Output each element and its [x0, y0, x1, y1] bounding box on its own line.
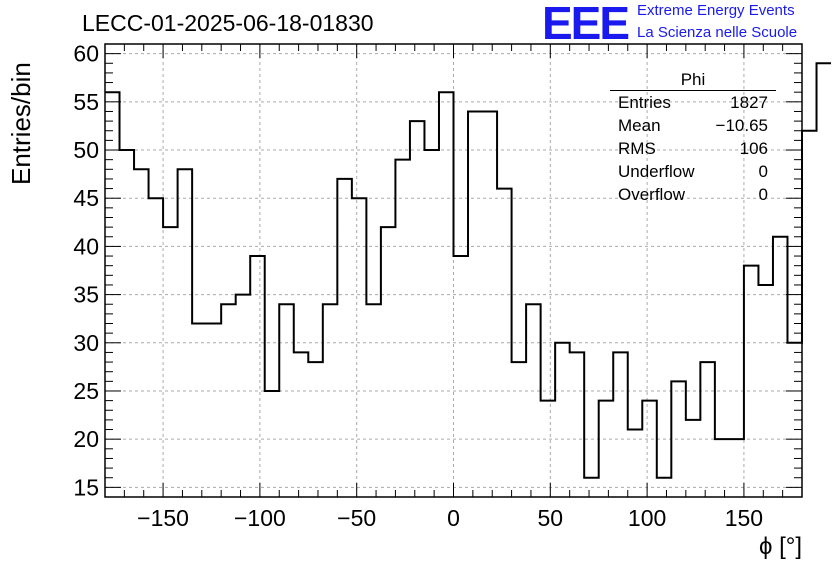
stats-row-entries: Entries 1827 [610, 91, 776, 114]
logo-subtitle-line1: Extreme Energy Events [637, 2, 795, 19]
histogram-bin [541, 401, 556, 497]
histogram-bin [468, 111, 483, 497]
histogram-bin [120, 150, 135, 497]
chart-title: LECC-01-2025-06-18-01830 [82, 10, 374, 36]
histogram-bin [570, 352, 585, 497]
y-tick-label: 15 [73, 474, 99, 500]
y-tick-label: 35 [73, 282, 99, 308]
histogram-bin [454, 256, 469, 497]
histogram-bin [802, 131, 817, 497]
stats-label: Mean [618, 116, 661, 135]
stats-box: Phi Entries 1827 Mean −10.65 RMS 106 Und… [610, 70, 776, 206]
stats-value: 0 [758, 185, 768, 204]
histogram-bin [686, 420, 701, 497]
stats-label: Overflow [618, 185, 686, 204]
histogram-bin [700, 362, 715, 497]
histogram-bin [424, 150, 439, 497]
x-tick-label: −50 [337, 505, 376, 531]
histogram-bin [134, 169, 149, 497]
y-tick-label: 30 [73, 330, 99, 356]
x-tick-label: 0 [447, 505, 460, 531]
stats-label: Underflow [618, 162, 695, 181]
stats-row-underflow: Underflow 0 [610, 160, 776, 183]
histogram-bin [366, 304, 381, 497]
x-axis-label: ϕ [°] [758, 533, 802, 560]
histogram-bin [207, 324, 222, 497]
stats-value: 1827 [730, 93, 768, 112]
stats-row-overflow: Overflow 0 [610, 183, 776, 206]
histogram-bin [773, 237, 788, 497]
histogram-bin [323, 304, 338, 497]
histogram-bin [613, 352, 628, 497]
histogram-bin [555, 343, 570, 497]
histogram-bin [410, 121, 425, 497]
histogram-bin [221, 304, 236, 497]
y-tick-label: 40 [73, 233, 99, 259]
stats-label: RMS [618, 139, 656, 158]
y-tick-label: 55 [73, 89, 99, 115]
histogram-bin [279, 304, 294, 497]
histogram-bin [149, 198, 164, 497]
histogram-bin [192, 324, 207, 497]
histogram-bin [526, 304, 541, 497]
stats-value: 0 [758, 162, 768, 181]
histogram-bin [337, 179, 352, 497]
x-tick-label: 150 [725, 505, 763, 531]
histogram-bin [265, 391, 280, 497]
x-tick-label: −150 [137, 505, 189, 531]
x-tick-label: −100 [234, 505, 286, 531]
y-tick-label: 50 [73, 137, 99, 163]
x-tick-label: 100 [628, 505, 666, 531]
y-tick-label: 60 [73, 41, 99, 67]
histogram-bin [250, 256, 265, 497]
histogram-bin [163, 227, 178, 497]
histogram-bin [715, 439, 730, 497]
y-tick-label: 25 [73, 378, 99, 404]
eee-logo: EEE [542, 0, 630, 49]
histogram-bin [642, 401, 657, 497]
stats-label: Entries [618, 93, 671, 112]
stats-row-rms: RMS 106 [610, 137, 776, 160]
logo-subtitle-line2: La Scienza nelle Scuole [637, 24, 798, 41]
y-tick-label: 20 [73, 426, 99, 452]
x-tick-label: 50 [538, 505, 564, 531]
histogram-bin [294, 352, 309, 497]
histogram-bin [395, 160, 410, 497]
stats-value: 106 [739, 139, 768, 158]
histogram-bin [744, 266, 759, 497]
histogram-bin [308, 362, 323, 497]
histogram-bin [817, 63, 832, 497]
y-axis-label: Entries/bin [6, 62, 36, 185]
stats-value: −10.65 [715, 116, 768, 135]
stats-row-mean: Mean −10.65 [610, 114, 776, 137]
histogram-bin [381, 227, 396, 497]
y-tick-label: 45 [73, 185, 99, 211]
histogram-bin [178, 169, 193, 497]
histogram-bin [599, 401, 614, 497]
histogram-bin [352, 198, 367, 497]
stats-title: Phi [610, 70, 776, 91]
histogram-series [105, 62, 832, 479]
histogram-bin [729, 439, 744, 497]
histogram-bin [512, 362, 527, 497]
histogram-bin [236, 295, 251, 497]
